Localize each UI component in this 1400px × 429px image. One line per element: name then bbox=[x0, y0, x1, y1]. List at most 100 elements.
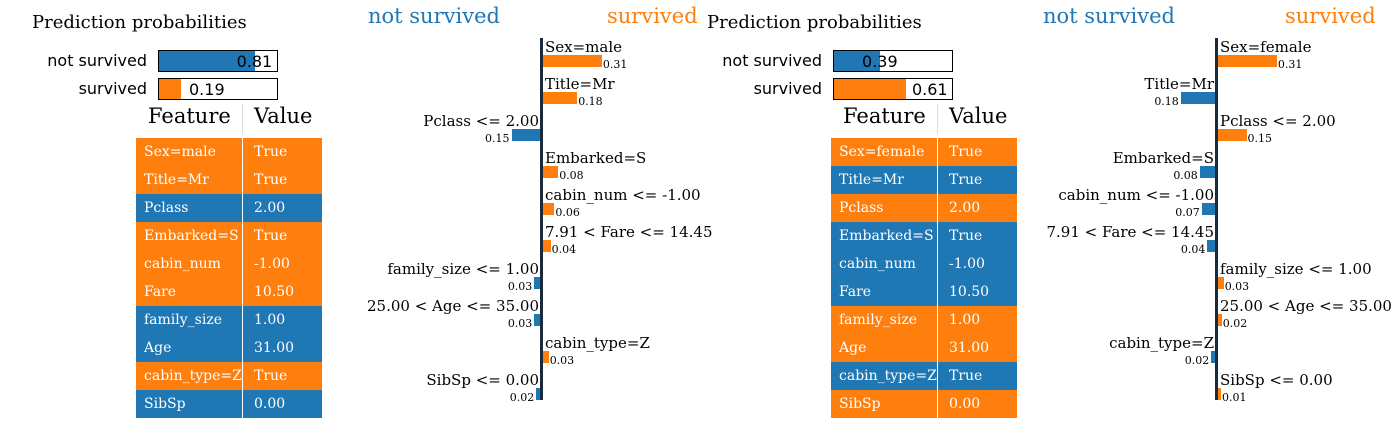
feature-weight-value: 0.08 bbox=[559, 169, 584, 182]
feature-weight-bar bbox=[1218, 277, 1224, 289]
table-cell-feature: Embarked=S bbox=[144, 228, 239, 244]
table-cell-value: True bbox=[254, 368, 288, 384]
table-cell-feature: SibSp bbox=[839, 396, 881, 412]
table-cell-value: -1.00 bbox=[254, 256, 290, 272]
table-cell-divider bbox=[937, 278, 938, 306]
table-cell-feature: SibSp bbox=[144, 396, 186, 412]
table-row: Title=Mr True bbox=[136, 166, 322, 194]
feature-weight-value: 0.04 bbox=[551, 243, 577, 256]
feature-weight-value: 0.06 bbox=[555, 206, 580, 219]
feature-label: Embarked=S bbox=[545, 149, 647, 167]
feature-label: Embarked=S bbox=[1112, 149, 1214, 167]
prediction-probabilities-title: Prediction probabilities bbox=[707, 12, 922, 33]
table-cell-divider bbox=[937, 250, 938, 278]
table-cell-divider bbox=[937, 390, 938, 418]
table-cell-value: 1.00 bbox=[949, 312, 981, 328]
table-row: Sex=female True bbox=[831, 138, 1017, 166]
table-cell-feature: Age bbox=[144, 340, 172, 356]
feature-weight-value: 0.15 bbox=[485, 132, 510, 145]
table-cell-value: True bbox=[949, 172, 983, 188]
table-cell-value: True bbox=[949, 144, 983, 160]
feature-weight-value: 0.03 bbox=[507, 280, 533, 293]
feature-weight-bar bbox=[1180, 92, 1215, 104]
table-cell-value: True bbox=[254, 172, 288, 188]
probability-label: survived bbox=[753, 79, 822, 98]
prediction-probabilities-title: Prediction probabilities bbox=[32, 12, 247, 33]
feature-label: cabin_num <= -1.00 bbox=[1058, 186, 1214, 204]
feature-label: 25.00 < Age <= 35.00 bbox=[1220, 297, 1392, 315]
probability-bar-fill bbox=[834, 51, 881, 71]
feature-label: family_size <= 1.00 bbox=[387, 260, 539, 278]
feature-weight-value: 0.02 bbox=[509, 391, 535, 404]
feature-weight-value: 0.07 bbox=[1175, 206, 1200, 219]
feature-weight-bar bbox=[511, 129, 540, 141]
table-cell-feature: Age bbox=[839, 340, 867, 356]
table-cell-feature: Sex=female bbox=[839, 144, 925, 160]
table-row: Embarked=S True bbox=[136, 222, 322, 250]
table-row: Title=Mr True bbox=[831, 166, 1017, 194]
feature-label: 25.00 < Age <= 35.00 bbox=[367, 297, 539, 315]
probability-label: not survived bbox=[722, 51, 822, 70]
table-header-value: Value bbox=[949, 104, 1008, 128]
table-cell-divider bbox=[242, 250, 243, 278]
table-cell-divider bbox=[242, 306, 243, 334]
table-row: cabin_type=Z True bbox=[136, 362, 322, 390]
feature-weight-bar bbox=[543, 92, 578, 104]
table-header-divider bbox=[242, 104, 243, 134]
table-cell-value: True bbox=[949, 228, 983, 244]
table-cell-divider bbox=[937, 334, 938, 362]
feature-label: Pclass <= 2.00 bbox=[1220, 112, 1336, 130]
table-row: Sex=male True bbox=[136, 138, 322, 166]
feature-label: Pclass <= 2.00 bbox=[423, 112, 539, 130]
table-cell-value: True bbox=[949, 368, 983, 384]
class-label-not-survived: not survived bbox=[1043, 4, 1175, 28]
table-cell-feature: Pclass bbox=[839, 200, 884, 216]
table-cell-feature: family_size bbox=[839, 312, 917, 328]
feature-weight-bar bbox=[1199, 166, 1215, 178]
table-cell-feature: cabin_num bbox=[144, 256, 221, 272]
probability-value: 0.19 bbox=[189, 80, 225, 99]
table-cell-feature: Title=Mr bbox=[144, 172, 209, 188]
table-header-divider bbox=[937, 104, 938, 134]
table-cell-divider bbox=[242, 222, 243, 250]
table-cell-divider bbox=[937, 138, 938, 166]
probability-bar-fill bbox=[834, 79, 906, 99]
probability-value: 0.39 bbox=[862, 52, 898, 71]
table-row: family_size 1.00 bbox=[831, 306, 1017, 334]
feature-weight-value: 0.08 bbox=[1173, 169, 1198, 182]
feature-weight-value: 0.02 bbox=[1222, 317, 1248, 330]
table-cell-divider bbox=[937, 306, 938, 334]
class-label-survived: survived bbox=[607, 4, 698, 28]
table-cell-feature: family_size bbox=[144, 312, 222, 328]
feature-weight-value: 0.03 bbox=[1224, 280, 1250, 293]
table-cell-value: 31.00 bbox=[949, 340, 990, 356]
feature-weight-value: 0.31 bbox=[602, 58, 628, 71]
feature-label: SibSp <= 0.00 bbox=[1220, 371, 1333, 389]
table-cell-feature: Fare bbox=[144, 284, 177, 300]
feature-weight-value: 0.18 bbox=[578, 95, 603, 108]
table-cell-value: 31.00 bbox=[254, 340, 295, 356]
feature-weight-value: 0.31 bbox=[1277, 58, 1303, 71]
table-cell-divider bbox=[937, 194, 938, 222]
feature-weight-bar bbox=[1218, 314, 1222, 326]
table-cell-value: 0.00 bbox=[254, 396, 286, 412]
table-header-feature: Feature bbox=[148, 104, 231, 128]
table-row: family_size 1.00 bbox=[136, 306, 322, 334]
feature-weights-axis bbox=[1215, 38, 1218, 400]
table-row: SibSp 0.00 bbox=[831, 390, 1017, 418]
table-row: Fare 10.50 bbox=[831, 278, 1017, 306]
table-cell-value: 2.00 bbox=[254, 200, 286, 216]
table-cell-divider bbox=[937, 222, 938, 250]
feature-weight-bar bbox=[1218, 129, 1247, 141]
probability-bar: 0.81 bbox=[158, 50, 278, 72]
table-cell-divider bbox=[242, 278, 243, 306]
feature-weight-value: 0.04 bbox=[1180, 243, 1206, 256]
feature-weight-bar bbox=[1201, 203, 1215, 215]
feature-weight-bar bbox=[1218, 55, 1277, 67]
table-cell-feature: cabin_num bbox=[839, 256, 916, 272]
table-cell-value: 10.50 bbox=[949, 284, 990, 300]
table-row: SibSp 0.00 bbox=[136, 390, 322, 418]
table-cell-feature: Sex=male bbox=[144, 144, 216, 160]
table-cell-value: 10.50 bbox=[254, 284, 295, 300]
probability-bar: 0.61 bbox=[833, 78, 953, 100]
